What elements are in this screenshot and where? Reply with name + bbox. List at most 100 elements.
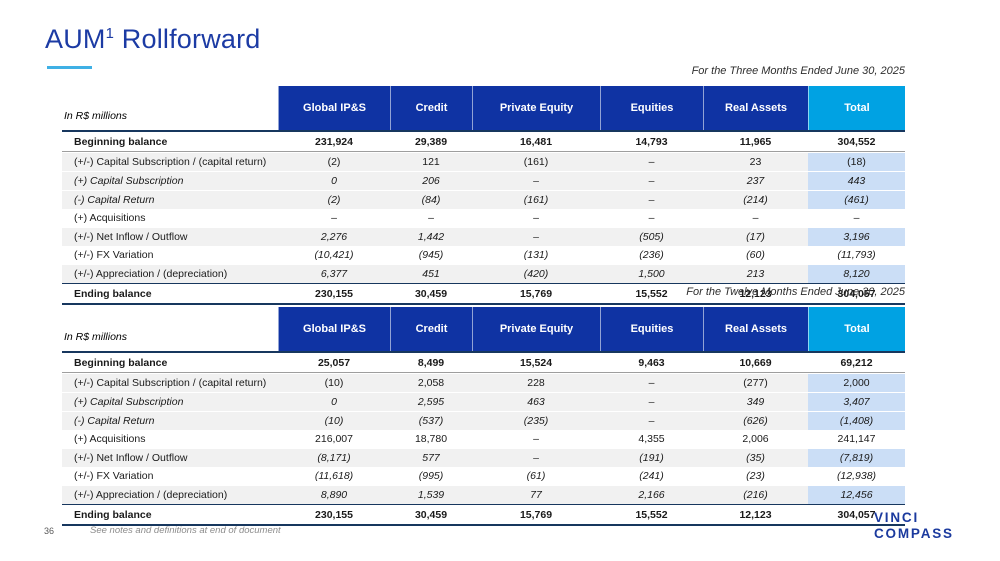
cell: 241,147	[808, 430, 905, 448]
cell: (241)	[600, 467, 703, 485]
cell: 8,120	[808, 264, 905, 283]
cell: (10)	[278, 373, 390, 392]
cell: 6,377	[278, 264, 390, 283]
row-label: (+/-) Capital Subscription / (capital re…	[62, 152, 278, 171]
cell: (10)	[278, 411, 390, 430]
cell: 4,355	[600, 430, 703, 448]
table-row: (+) Capital Subscription 0 206– –237 443	[62, 171, 905, 190]
row-label: (-) Capital Return	[62, 190, 278, 209]
cell: 12,456	[808, 485, 905, 504]
cell: 0	[278, 171, 390, 190]
table-row: Beginning balance 231,924 29,389 16,481 14,7…	[62, 130, 905, 152]
aum-rollforward-table-three-months: In R$ millions Global IP&S Credit Private E…	[62, 86, 905, 305]
cell: 304,552	[808, 130, 905, 152]
cell: 2,006	[703, 430, 808, 448]
cell: 8,890	[278, 485, 390, 504]
column-header-private-equity: Private Equity	[472, 307, 600, 351]
column-header-credit: Credit	[390, 307, 472, 351]
table-row: (-) Capital Return (2) (84) (161) – (214) (461…	[62, 190, 905, 209]
column-header-equities: Equities	[600, 86, 703, 130]
logo-line-2: COMPASS	[874, 525, 954, 541]
cell: 230,155	[278, 504, 390, 526]
cell: 213	[703, 264, 808, 283]
cell: 15,769	[472, 283, 600, 305]
column-header-real-assets: Real Assets	[703, 307, 808, 351]
cell: (60)	[703, 246, 808, 264]
cell: (10,421)	[278, 246, 390, 264]
cell: 237	[703, 171, 808, 190]
row-label: (-) Capital Return	[62, 411, 278, 430]
row-label: (+) Capital Subscription	[62, 392, 278, 411]
table-row: (+/-) FX Variation (10,421) (945) (131) (236…	[62, 246, 905, 264]
cell: 230,155	[278, 283, 390, 305]
cell: –	[600, 190, 703, 209]
table-row: (+/-) Appreciation / (depreciation) 8,890…	[62, 485, 905, 504]
cell: (505)	[600, 227, 703, 246]
column-header-real-assets: Real Assets	[703, 86, 808, 130]
row-label: (+/-) FX Variation	[62, 467, 278, 485]
cell: (277)	[703, 373, 808, 392]
page-title: AUM1 Rollforward	[45, 24, 261, 55]
cell: 443	[808, 171, 905, 190]
cell: (626)	[703, 411, 808, 430]
page-title-prefix: AUM	[45, 24, 106, 54]
cell: 2,595	[390, 392, 472, 411]
cell: 121	[390, 152, 472, 171]
cell: (23)	[703, 467, 808, 485]
row-label: (+/-) Appreciation / (depreciation)	[62, 485, 278, 504]
column-header-total: Total	[808, 307, 905, 351]
cell: 228	[472, 373, 600, 392]
logo-line-1: VINCI	[874, 510, 920, 525]
table-caption: For the Twelve Months Ended June 30, 202…	[686, 286, 905, 298]
row-label: Beginning balance	[62, 130, 278, 152]
table-row: (+) Acquisitions 216,007 18,780–4,355 2,006…	[62, 430, 905, 448]
cell: –	[600, 171, 703, 190]
cell: (461)	[808, 190, 905, 209]
cell: (17)	[703, 227, 808, 246]
cell: (537)	[390, 411, 472, 430]
cell: (945)	[390, 246, 472, 264]
cell: 1,442	[390, 227, 472, 246]
cell: 11,965	[703, 130, 808, 152]
cell: (161)	[472, 152, 600, 171]
row-label: (+/-) Appreciation / (depreciation)	[62, 264, 278, 283]
footnote-text: See notes and definitions at end of docu…	[90, 525, 281, 536]
cell: (131)	[472, 246, 600, 264]
column-header-private-equity: Private Equity	[472, 86, 600, 130]
table-row: (+/-) Net Inflow / Outflow 2,276 1,442– (50…	[62, 227, 905, 246]
row-label: (+) Capital Subscription	[62, 171, 278, 190]
cell: 15,552	[600, 283, 703, 305]
cell: 14,793	[600, 130, 703, 152]
cell: 2,058	[390, 373, 472, 392]
row-label: (+/-) Net Inflow / Outflow	[62, 227, 278, 246]
cell: (161)	[472, 190, 600, 209]
cell: 15,552	[600, 504, 703, 526]
cell: 15,769	[472, 504, 600, 526]
cell: 29,389	[390, 130, 472, 152]
column-header-credit: Credit	[390, 86, 472, 130]
column-header-global-ip-s: Global IP&S	[278, 86, 390, 130]
row-label: Beginning balance	[62, 351, 278, 373]
cell: 12,123	[703, 283, 808, 305]
cell: –	[600, 152, 703, 171]
cell: 0	[278, 392, 390, 411]
table-row: Ending balance 230,155 30,459 15,769 15,552 1…	[62, 504, 905, 526]
table-row: (+/-) Capital Subscription / (capital re…	[62, 152, 905, 171]
cell: (84)	[390, 190, 472, 209]
cell: 349	[703, 392, 808, 411]
cell: 451	[390, 264, 472, 283]
cell: (235)	[472, 411, 600, 430]
cell: (191)	[600, 448, 703, 467]
page-number: 36	[44, 526, 55, 536]
three-months-section: For the Three Months Ended June 30, 2025…	[62, 62, 905, 305]
vinci-compass-logo: VINCI COMPASS	[874, 510, 954, 541]
cell: –	[703, 209, 808, 227]
row-label: (+) Acquisitions	[62, 209, 278, 227]
table-row: (+/-) FX Variation (11,618) (995) (61) (241)…	[62, 467, 905, 485]
table-row: Ending balance 230,155 30,459 15,769 15,552 1…	[62, 283, 905, 305]
cell: 231,924	[278, 130, 390, 152]
header-row: In R$ millions Global IP&S Credit Private E…	[62, 307, 905, 351]
table-row: Beginning balance 25,057 8,499 15,524 9,463 1…	[62, 351, 905, 373]
cell: (35)	[703, 448, 808, 467]
cell: 12,123	[703, 504, 808, 526]
